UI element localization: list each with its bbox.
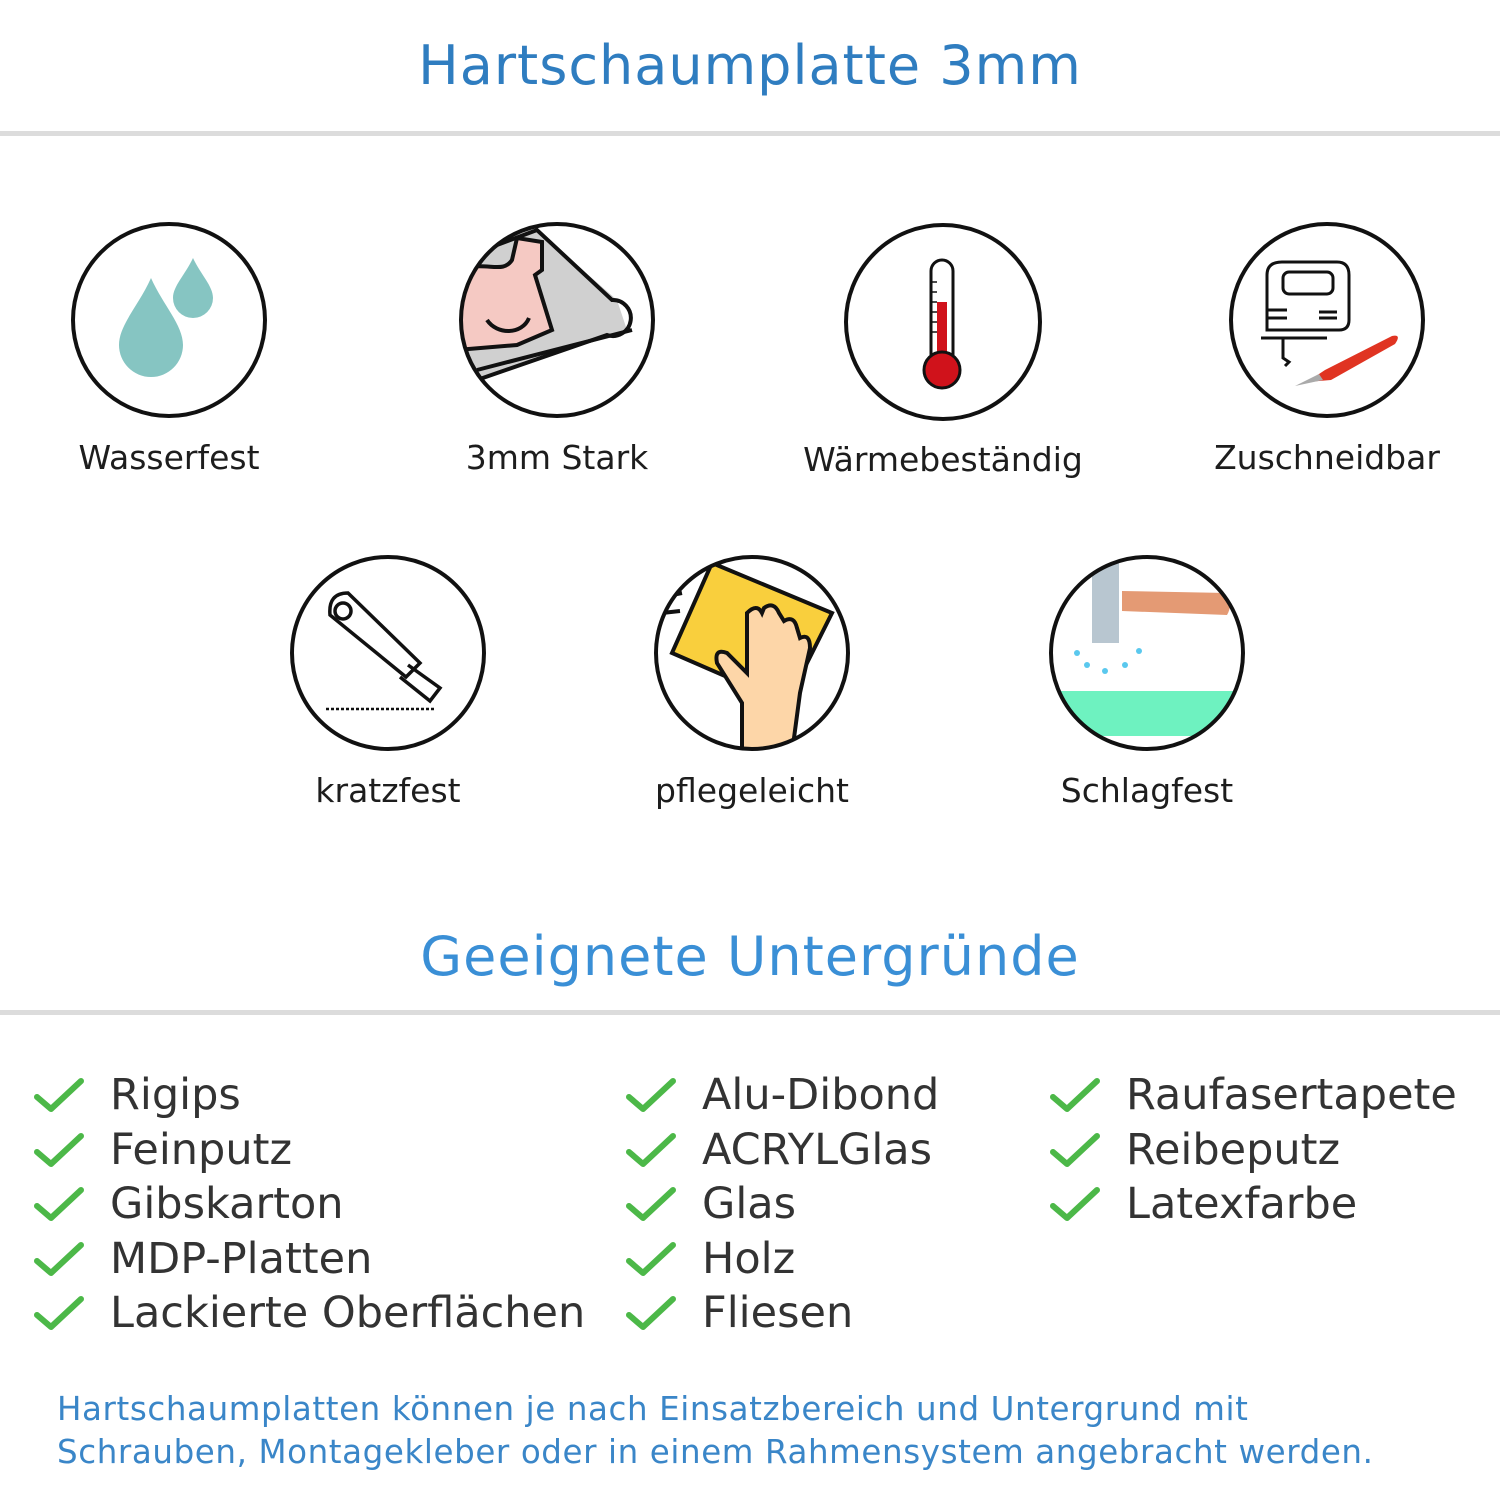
surface-item: Latexfarbe [1050,1177,1457,1232]
feature-label: Zuschneidbar [1214,438,1440,477]
checkmark-icon [34,1132,84,1167]
surface-label: Holz [702,1233,796,1284]
feature-kratzfest: kratzfest [208,553,568,810]
feature-zuschneidbar: Zuschneidbar [1147,220,1500,477]
surface-item: ACRYLGlas [626,1123,939,1178]
feature-label: pflegeleicht [655,771,849,810]
checkmark-icon [626,1241,676,1276]
surface-item: Holz [626,1232,939,1287]
footer-line-1: Hartschaumplatten können je nach Einsatz… [57,1390,1249,1428]
surface-item: MDP-Platten [34,1232,585,1287]
surface-label: Glas [702,1179,797,1230]
strong-arm-icon [459,222,655,418]
divider [0,1010,1500,1015]
checkmark-icon [626,1132,676,1167]
surface-label: Gibskarton [110,1179,344,1230]
water-drops-icon [71,222,267,418]
surfaces-column-1: Rigips Feinputz Gibskarton MDP-Platten Lacki… [34,1068,585,1341]
thermometer-icon [844,223,1042,421]
surface-label: Lackierte Oberflächen [110,1288,586,1339]
jigsaw-cutter-icon [1229,222,1425,418]
checkmark-icon [626,1187,676,1222]
checkmark-icon [34,1296,84,1331]
surface-label: ACRYLGlas [702,1124,933,1175]
surface-item: Alu-Dibond [626,1068,939,1123]
box-cutter-icon [290,555,486,751]
cleaning-hand-icon [654,555,850,751]
feature-label: Schlagfest [1060,771,1234,810]
feature-label: Wärmebeständig [803,440,1083,479]
surface-label: Raufasertapete [1126,1070,1457,1121]
footer-note: Hartschaumplatten können je nach Einsatz… [57,1388,1374,1474]
surface-label: MDP-Platten [110,1233,373,1284]
surface-label: Alu-Dibond [702,1070,940,1121]
surface-item: Rigips [34,1068,585,1123]
surface-item: Feinputz [34,1123,585,1178]
surface-label: Latexfarbe [1126,1179,1358,1230]
checkmark-icon [1050,1187,1100,1222]
surface-item: Glas [626,1177,939,1232]
checkmark-icon [34,1241,84,1276]
surface-item: Gibskarton [34,1177,585,1232]
surface-item: Lackierte Oberflächen [34,1286,585,1341]
checkmark-icon [34,1187,84,1222]
feature-waermebestaendig: Wärmebeständig [763,222,1123,479]
page-title: Hartschaumplatte 3mm [418,34,1082,97]
surface-label: Reibeputz [1126,1124,1341,1175]
feature-label: kratzfest [315,771,461,810]
divider [0,131,1500,136]
checkmark-icon [626,1296,676,1331]
surfaces-column-2: Alu-Dibond ACRYLGlas Glas Holz Fliesen [626,1068,939,1341]
surface-label: Fliesen [702,1288,854,1339]
checkmark-icon [626,1078,676,1113]
checkmark-icon [1050,1078,1100,1113]
surface-item: Raufasertapete [1050,1068,1457,1123]
hammer-icon [1049,555,1245,751]
footer-line-2: Schrauben, Montagekleber oder in einem R… [57,1433,1374,1471]
feature-3mm-stark: 3mm Stark [377,220,737,477]
feature-wasserfest: Wasserfest [0,220,349,477]
feature-label: Wasserfest [78,438,260,477]
surface-label: Rigips [110,1070,241,1121]
feature-label: 3mm Stark [465,438,649,477]
surface-item: Fliesen [626,1286,939,1341]
feature-schlagfest: Schlagfest [967,553,1327,810]
surfaces-title: Geeignete Untergründe [420,925,1080,988]
surface-item: Reibeputz [1050,1123,1457,1178]
surface-label: Feinputz [110,1124,293,1175]
checkmark-icon [34,1078,84,1113]
surfaces-column-3: Raufasertapete Reibeputz Latexfarbe [1050,1068,1457,1232]
checkmark-icon [1050,1132,1100,1167]
feature-pflegeleicht: pflegeleicht [572,553,932,810]
